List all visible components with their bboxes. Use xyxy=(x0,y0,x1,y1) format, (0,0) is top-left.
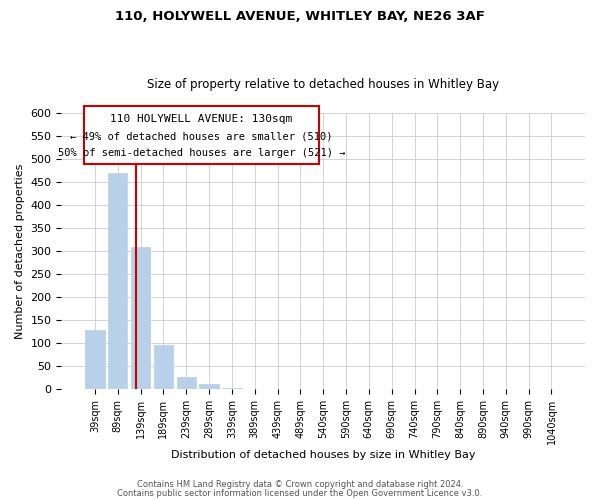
Bar xyxy=(85,330,104,390)
Text: ← 49% of detached houses are smaller (510): ← 49% of detached houses are smaller (51… xyxy=(70,131,332,141)
Bar xyxy=(542,388,561,390)
Text: Contains HM Land Registry data © Crown copyright and database right 2024.: Contains HM Land Registry data © Crown c… xyxy=(137,480,463,489)
Bar xyxy=(154,345,173,390)
Bar xyxy=(108,173,127,390)
FancyBboxPatch shape xyxy=(84,106,319,164)
Text: 110, HOLYWELL AVENUE, WHITLEY BAY, NE26 3AF: 110, HOLYWELL AVENUE, WHITLEY BAY, NE26 … xyxy=(115,10,485,23)
Text: 110 HOLYWELL AVENUE: 130sqm: 110 HOLYWELL AVENUE: 130sqm xyxy=(110,114,292,124)
Bar xyxy=(290,388,310,390)
Text: 50% of semi-detached houses are larger (521) →: 50% of semi-detached houses are larger (… xyxy=(58,148,345,158)
Title: Size of property relative to detached houses in Whitley Bay: Size of property relative to detached ho… xyxy=(147,78,499,91)
Y-axis label: Number of detached properties: Number of detached properties xyxy=(15,164,25,339)
Bar xyxy=(176,378,196,390)
Bar xyxy=(199,384,219,390)
Text: Contains public sector information licensed under the Open Government Licence v3: Contains public sector information licen… xyxy=(118,489,482,498)
Bar xyxy=(222,388,242,390)
Bar xyxy=(131,246,150,390)
X-axis label: Distribution of detached houses by size in Whitley Bay: Distribution of detached houses by size … xyxy=(171,450,475,460)
